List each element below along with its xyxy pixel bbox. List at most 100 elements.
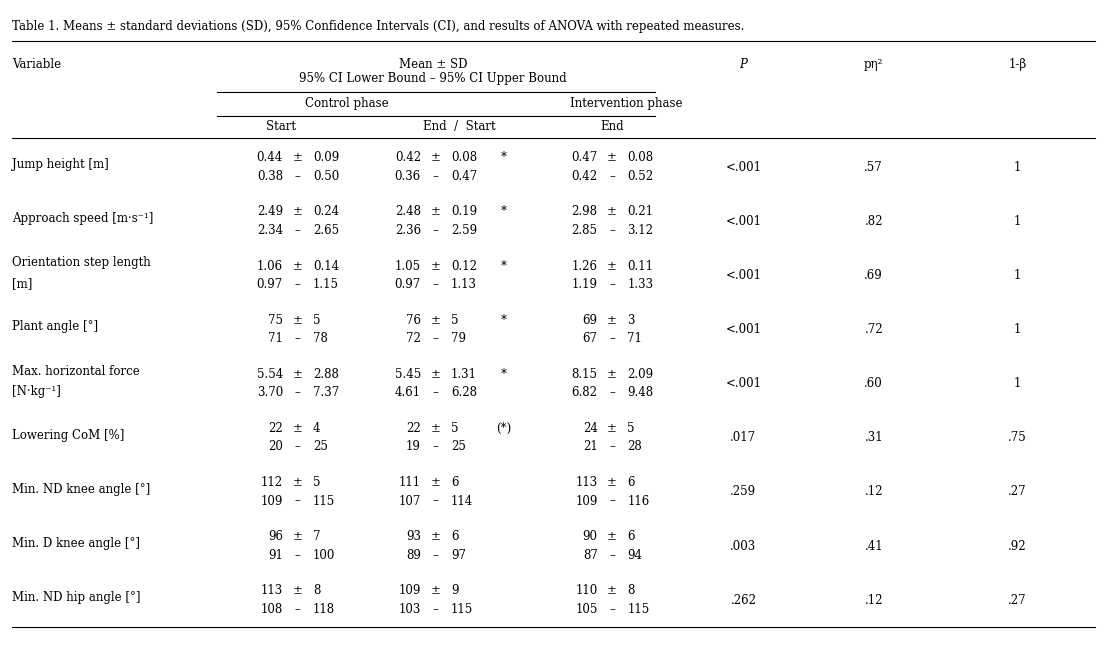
Text: 6: 6 [628,476,635,489]
Text: 0.36: 0.36 [395,170,421,183]
Text: 5.45: 5.45 [395,368,421,381]
Text: 6: 6 [451,476,458,489]
Text: 97: 97 [451,549,466,562]
Text: 110: 110 [576,585,598,597]
Text: 5: 5 [313,314,320,327]
Text: –: – [609,603,615,616]
Text: –: – [294,603,300,616]
Text: 2.36: 2.36 [395,224,421,237]
Text: .259: .259 [731,485,756,499]
Text: .60: .60 [865,377,883,390]
Text: 91: 91 [268,549,283,562]
Text: ±: ± [292,314,302,327]
Text: 0.11: 0.11 [628,260,653,272]
Text: 20: 20 [268,440,283,453]
Text: ±: ± [292,206,302,219]
Text: 105: 105 [576,603,598,616]
Text: 4.61: 4.61 [395,387,421,399]
Text: 0.21: 0.21 [628,206,653,219]
Text: –: – [609,332,615,345]
Text: ±: ± [431,530,441,543]
Text: –: – [294,495,300,508]
Text: .69: .69 [865,269,883,282]
Text: 28: 28 [628,440,642,453]
Text: 0.24: 0.24 [313,206,339,219]
Text: 1.05: 1.05 [395,260,421,272]
Text: ±: ± [292,585,302,597]
Text: 2.59: 2.59 [451,224,477,237]
Text: .12: .12 [865,485,883,499]
Text: 96: 96 [268,530,283,543]
Text: 5: 5 [451,422,458,435]
Text: Min. D knee angle [°]: Min. D knee angle [°] [12,537,141,550]
Text: 109: 109 [576,495,598,508]
Text: –: – [433,278,438,291]
Text: 2.34: 2.34 [257,224,283,237]
Text: .27: .27 [1008,593,1026,607]
Text: –: – [433,224,438,237]
Text: 0.08: 0.08 [451,151,477,164]
Text: 8.15: 8.15 [571,368,598,381]
Text: 2.49: 2.49 [257,206,283,219]
Text: 3: 3 [628,314,635,327]
Text: ±: ± [292,476,302,489]
Text: 90: 90 [582,530,598,543]
Text: .57: .57 [865,160,883,174]
Text: .262: .262 [731,593,756,607]
Text: ±: ± [607,422,617,435]
Text: ±: ± [431,206,441,219]
Text: ±: ± [431,314,441,327]
Text: 115: 115 [628,603,650,616]
Text: pη²: pη² [865,58,883,70]
Text: 95% CI Lower Bound – 95% CI Upper Bound: 95% CI Lower Bound – 95% CI Upper Bound [299,72,567,85]
Text: ±: ± [607,476,617,489]
Text: .72: .72 [865,323,883,336]
Text: <.001: <.001 [725,215,762,227]
Text: 1.19: 1.19 [571,278,598,291]
Text: –: – [433,603,438,616]
Text: 7: 7 [313,530,320,543]
Text: –: – [609,224,615,237]
Text: 89: 89 [406,549,421,562]
Text: 71: 71 [268,332,283,345]
Text: End: End [601,120,624,133]
Text: 76: 76 [406,314,421,327]
Text: <.001: <.001 [725,377,762,390]
Text: Start: Start [267,120,297,133]
Text: 0.42: 0.42 [395,151,421,164]
Text: 1.31: 1.31 [451,368,477,381]
Text: .017: .017 [731,431,756,444]
Text: (*): (*) [496,422,511,435]
Text: 0.47: 0.47 [571,151,598,164]
Text: –: – [294,440,300,453]
Text: 1: 1 [1014,323,1021,336]
Text: 3.70: 3.70 [257,387,283,399]
Text: 1.13: 1.13 [451,278,477,291]
Text: –: – [609,170,615,183]
Text: 75: 75 [268,314,283,327]
Text: *: * [500,151,507,164]
Text: 4: 4 [313,422,320,435]
Text: 1.26: 1.26 [571,260,598,272]
Text: 22: 22 [268,422,283,435]
Text: [N·kg⁻¹]: [N·kg⁻¹] [12,385,61,398]
Text: 108: 108 [261,603,283,616]
Text: 0.44: 0.44 [257,151,283,164]
Text: 22: 22 [406,422,421,435]
Text: ±: ± [292,368,302,381]
Text: 5: 5 [628,422,635,435]
Text: ±: ± [431,476,441,489]
Text: 5: 5 [451,314,458,327]
Text: –: – [294,387,300,399]
Text: 78: 78 [313,332,328,345]
Text: –: – [294,332,300,345]
Text: ±: ± [292,151,302,164]
Text: –: – [433,332,438,345]
Text: –: – [294,278,300,291]
Text: 67: 67 [582,332,598,345]
Text: 1.15: 1.15 [313,278,339,291]
Text: 19: 19 [406,440,421,453]
Text: 0.38: 0.38 [257,170,283,183]
Text: 6: 6 [451,530,458,543]
Text: 0.42: 0.42 [571,170,598,183]
